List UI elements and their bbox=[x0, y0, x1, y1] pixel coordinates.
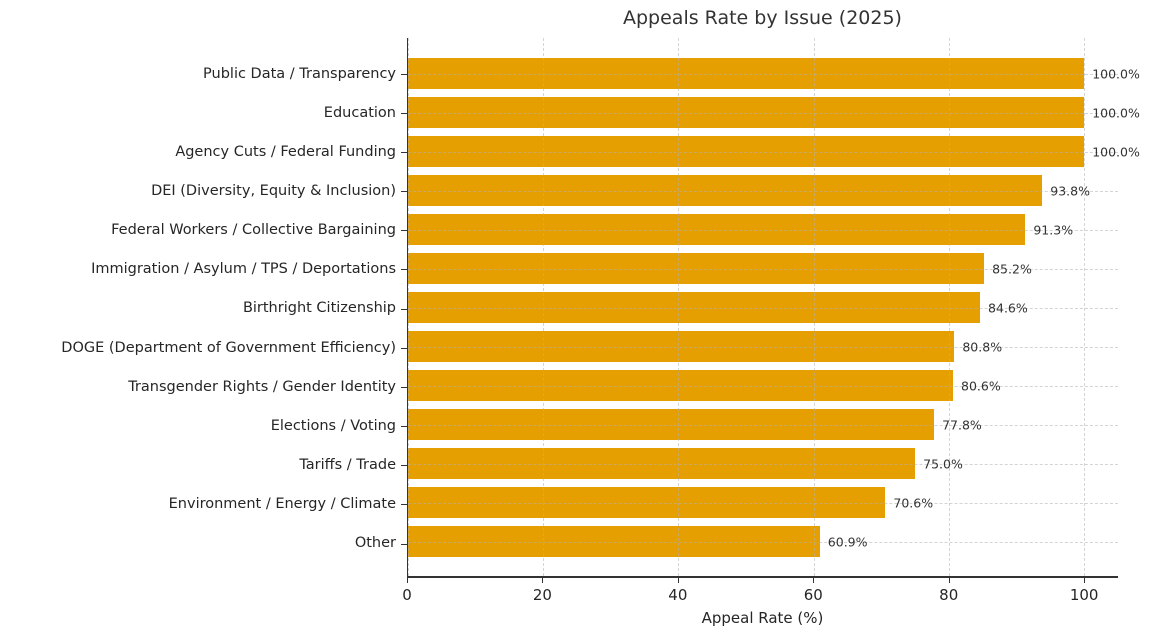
y-tick-mark bbox=[401, 151, 407, 153]
bar-row: 60.9% bbox=[408, 526, 1118, 557]
y-tick-mark bbox=[401, 504, 407, 506]
x-tick-mark bbox=[542, 578, 544, 583]
bar-row: 70.6% bbox=[408, 487, 1118, 518]
bar bbox=[408, 253, 985, 284]
y-tick-mark bbox=[401, 465, 407, 467]
category-label: DOGE (Department of Government Efficienc… bbox=[61, 339, 396, 356]
bar-row: 80.8% bbox=[408, 331, 1118, 362]
x-tick-label: 0 bbox=[402, 586, 412, 604]
bar bbox=[408, 370, 953, 401]
bar-row: 77.8% bbox=[408, 409, 1118, 440]
x-tick-label: 80 bbox=[939, 586, 959, 604]
category-label: Tariffs / Trade bbox=[299, 457, 396, 474]
plot-area: 100.0% 100.0% 100.0% 93.8% 91.3% 85.2% 84.6% 80… bbox=[407, 38, 1140, 578]
value-label: 85.2% bbox=[992, 261, 1032, 276]
y-tick-mark bbox=[401, 543, 407, 545]
y-tick-mark bbox=[401, 230, 407, 232]
bar bbox=[408, 136, 1085, 167]
category-label: Transgender Rights / Gender Identity bbox=[128, 378, 396, 395]
category-label: Federal Workers / Collective Bargaining bbox=[111, 222, 396, 239]
bar bbox=[408, 487, 886, 518]
y-tick-mark bbox=[401, 191, 407, 192]
x-axis-title: Appeal Rate (%) bbox=[701, 609, 824, 627]
x-tick-mark bbox=[813, 578, 815, 583]
value-label: 100.0% bbox=[1092, 144, 1140, 159]
value-label: 80.6% bbox=[961, 378, 1001, 393]
x-tick-mark bbox=[677, 578, 679, 583]
value-label: 70.6% bbox=[893, 495, 934, 510]
y-tick-mark bbox=[401, 269, 407, 271]
bar-row: 93.8% bbox=[408, 175, 1118, 206]
y-tick-mark bbox=[401, 426, 407, 427]
bar bbox=[408, 448, 916, 479]
x-tick-label: 100 bbox=[1069, 586, 1099, 604]
category-label: DEI (Diversity, Equity & Inclusion) bbox=[151, 182, 396, 199]
value-label: 80.8% bbox=[962, 339, 1003, 354]
x-tick-label: 20 bbox=[532, 586, 552, 604]
x-tick-label: 60 bbox=[803, 586, 823, 604]
x-tick-label: 40 bbox=[668, 586, 688, 604]
value-label: 100.0% bbox=[1092, 105, 1140, 120]
bar bbox=[408, 526, 820, 557]
category-label: Public Data / Transparency bbox=[203, 65, 396, 82]
bar bbox=[408, 175, 1043, 206]
bar bbox=[408, 214, 1026, 245]
category-label: Environment / Energy / Climate bbox=[168, 496, 396, 513]
y-tick-mark bbox=[401, 73, 407, 75]
x-tick-labels: 0 20 40 60 80 100 bbox=[402, 586, 1118, 604]
value-label: 84.6% bbox=[988, 300, 1028, 315]
y-tick-mark bbox=[401, 347, 407, 349]
bar bbox=[408, 97, 1085, 128]
x-tick-mark bbox=[948, 578, 950, 583]
y-tick-mark bbox=[401, 308, 407, 310]
category-label: Elections / Voting bbox=[270, 417, 396, 434]
bar-row: 100.0% bbox=[408, 58, 1140, 89]
bar bbox=[408, 292, 981, 323]
value-label: 91.3% bbox=[1033, 222, 1074, 237]
bar-row: 75.0% bbox=[408, 448, 1118, 479]
bar-row: 100.0% bbox=[408, 136, 1140, 167]
y-tick-mark bbox=[401, 386, 407, 388]
x-tick-mark bbox=[407, 578, 408, 583]
value-label: 75.0% bbox=[923, 456, 963, 471]
bar-row: 80.6% bbox=[408, 370, 1118, 401]
bar-row: 85.2% bbox=[408, 253, 1118, 284]
category-label: Birthright Citizenship bbox=[242, 300, 396, 317]
value-label: 60.9% bbox=[827, 534, 868, 549]
bar-row: 91.3% bbox=[408, 214, 1118, 245]
y-axis-category-labels: Public Data / Transparency Education Agenc… bbox=[0, 38, 396, 578]
category-label: Education bbox=[323, 104, 396, 121]
value-label: 93.8% bbox=[1050, 183, 1090, 198]
bar-rows: 100.0% 100.0% 100.0% 93.8% 91.3% 85.2% 84.6% 80… bbox=[408, 38, 1140, 576]
x-tick-mark bbox=[1084, 578, 1086, 583]
chart-title: Appeals Rate by Issue (2025) bbox=[623, 7, 902, 29]
bar-row: 84.6% bbox=[408, 292, 1118, 323]
category-label: Other bbox=[354, 535, 396, 552]
value-label: 77.8% bbox=[942, 417, 982, 432]
category-label: Immigration / Asylum / TPS / Deportation… bbox=[91, 261, 396, 278]
category-label: Agency Cuts / Federal Funding bbox=[175, 143, 396, 160]
y-tick-mark bbox=[401, 112, 407, 114]
bar bbox=[408, 58, 1085, 89]
bar bbox=[408, 409, 935, 440]
bar-row: 100.0% bbox=[408, 97, 1140, 128]
bar bbox=[408, 331, 955, 362]
value-label: 100.0% bbox=[1092, 66, 1140, 81]
